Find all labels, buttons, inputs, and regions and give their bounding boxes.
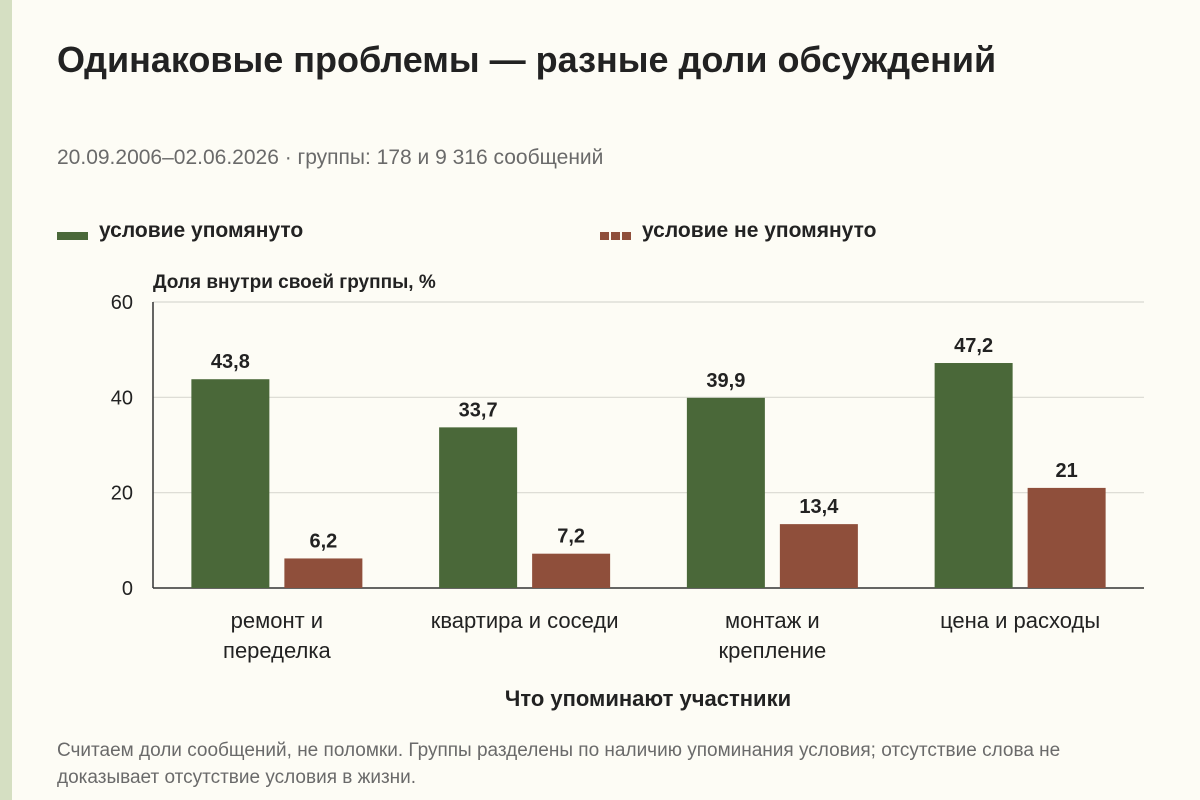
left-accent-stripe — [0, 0, 12, 800]
bar-not-mentioned-1 — [532, 553, 611, 588]
bar-not-mentioned-0 — [284, 558, 363, 588]
data-label-mentioned-2: 39,9 — [706, 370, 745, 392]
bar-not-mentioned-3 — [1027, 487, 1106, 588]
legend-swatch-not-mentioned — [600, 232, 631, 240]
legend-swatch-mentioned — [57, 232, 88, 240]
legend-label-mentioned: условие упомянуто — [99, 219, 304, 242]
x-tick-label-3-line-0: цена и расходы — [940, 608, 1100, 633]
chart-title: Одинаковые проблемы — разные доли обсужд… — [57, 39, 997, 80]
bar-mentioned-0 — [191, 379, 270, 588]
footnote: Считаем доли сообщений, не поломки. Груп… — [57, 740, 1061, 788]
data-label-mentioned-1: 33,7 — [459, 399, 498, 421]
bar-mentioned-1 — [439, 427, 518, 588]
y-tick-label-20: 20 — [111, 483, 133, 505]
data-label-not-mentioned-1: 7,2 — [557, 526, 585, 548]
bar-mentioned-3 — [934, 363, 1013, 588]
legend-label-not-mentioned: условие не упомянуто — [642, 219, 877, 242]
x-tick-label-2-line-1: крепление — [718, 638, 826, 663]
data-label-not-mentioned-2: 13,4 — [799, 496, 839, 518]
y-tick-label-40: 40 — [111, 387, 133, 409]
x-tick-label-2-line-0: монтаж и — [725, 608, 820, 633]
y-tick-label-0: 0 — [122, 578, 133, 600]
bar-not-mentioned-2 — [779, 524, 858, 588]
y-tick-label-60: 60 — [111, 292, 133, 314]
data-label-mentioned-3: 47,2 — [954, 335, 993, 357]
data-label-mentioned-0: 43,8 — [211, 351, 250, 373]
x-tick-label-0-line-0: ремонт и — [231, 608, 323, 633]
data-label-not-mentioned-3: 21 — [1056, 460, 1078, 482]
y-axis-label: Доля внутри своей группы, % — [153, 272, 436, 293]
bar-mentioned-2 — [686, 397, 765, 588]
chart-subtitle: 20.09.2006–02.06.2026 · группы: 178 и 9 … — [57, 146, 604, 169]
x-tick-label-1-line-0: квартира и соседи — [431, 608, 619, 633]
x-axis-label: Что упоминают участники — [504, 686, 792, 711]
x-tick-label-0-line-1: переделка — [223, 638, 331, 663]
data-label-not-mentioned-0: 6,2 — [309, 530, 337, 552]
